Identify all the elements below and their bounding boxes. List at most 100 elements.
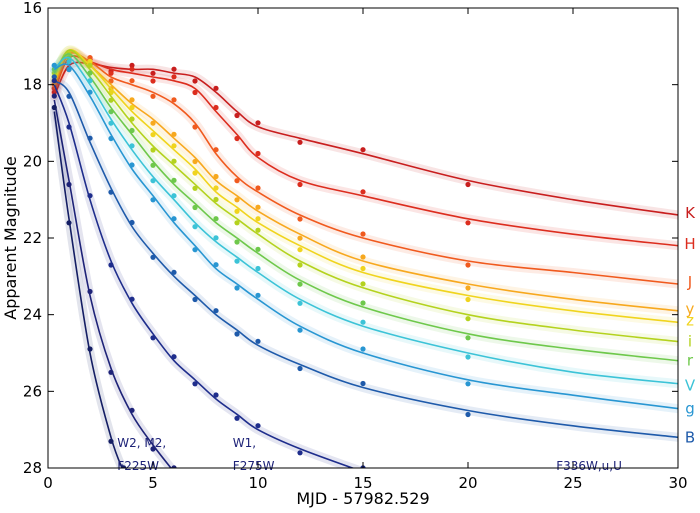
data-point [129, 127, 135, 134]
data-point [171, 158, 177, 164]
data-point [234, 135, 240, 142]
data-point [465, 316, 471, 322]
data-point [213, 147, 219, 153]
data-point [192, 224, 198, 230]
data-point [51, 62, 57, 68]
y-tick-label: 28 [23, 459, 42, 477]
data-point [255, 265, 261, 272]
data-point [129, 296, 135, 302]
data-point [213, 104, 219, 111]
data-point [129, 78, 135, 84]
data-point [234, 415, 240, 421]
data-point [108, 189, 114, 195]
data-point [297, 262, 303, 268]
data-point [87, 288, 93, 295]
data-point [234, 208, 240, 214]
data-point [255, 227, 261, 233]
series-label-b: B [685, 428, 695, 446]
data-point [297, 181, 303, 188]
data-point [171, 216, 177, 222]
data-point [129, 219, 135, 226]
data-point [465, 354, 471, 360]
series-label-i: i [688, 333, 692, 351]
data-point [108, 97, 114, 103]
data-point [51, 104, 57, 111]
data-point [129, 407, 135, 413]
data-point [234, 197, 240, 203]
data-point [297, 235, 303, 241]
data-point [192, 381, 198, 387]
x-tick-label: 15 [353, 474, 372, 492]
data-point [297, 450, 303, 456]
data-point [87, 193, 93, 199]
data-point [213, 196, 219, 203]
data-point [129, 143, 135, 149]
data-point [66, 59, 72, 65]
x-axis-label: MJD - 57982.529 [296, 489, 429, 508]
data-point [360, 254, 366, 260]
series-label-g: g [685, 400, 695, 418]
data-point [129, 104, 135, 111]
data-point [150, 335, 156, 341]
y-tick-label: 18 [23, 76, 42, 94]
data-point [87, 70, 93, 76]
data-point [465, 381, 471, 387]
data-point [255, 120, 261, 126]
x-tick-label: 25 [563, 474, 582, 492]
x-tick-label: 30 [668, 474, 687, 492]
data-point [87, 58, 93, 65]
data-point [465, 296, 471, 303]
series-label-v: V [685, 377, 696, 395]
data-point [255, 216, 261, 222]
data-point [150, 132, 156, 138]
data-point [66, 124, 72, 130]
data-point [255, 246, 261, 252]
series-label-j: J [687, 273, 692, 291]
data-point [150, 178, 156, 184]
data-point [51, 93, 57, 99]
data-point [171, 74, 177, 80]
series-line-r [53, 53, 678, 362]
data-point [234, 285, 240, 291]
data-point [360, 147, 366, 153]
data-point [297, 300, 303, 306]
y-axis: 16 18 20 22 24 26 28 [23, 0, 678, 477]
data-point [108, 135, 114, 142]
series-line-f336w-u-u [53, 84, 355, 468]
data-point [66, 66, 72, 73]
data-point [108, 78, 114, 84]
series-line-v [53, 56, 678, 385]
data-point [297, 281, 303, 287]
data-point [192, 204, 198, 211]
data-point [108, 109, 114, 115]
data-point [297, 247, 303, 253]
annotation-label: F275W [233, 459, 275, 473]
data-point [234, 331, 240, 337]
data-point [108, 438, 114, 444]
data-point [150, 78, 156, 84]
data-point [192, 158, 198, 165]
data-point [171, 465, 177, 468]
data-point [234, 239, 240, 245]
data-point [465, 335, 471, 341]
data-point [465, 181, 471, 188]
series-line-y [53, 50, 678, 312]
series-label-z: z [686, 311, 694, 329]
data-point [234, 112, 240, 119]
data-point [465, 285, 471, 291]
data-point [234, 220, 240, 226]
data-point [129, 97, 135, 103]
data-point [129, 62, 135, 68]
x-tick-label: 5 [148, 474, 158, 492]
data-point [171, 177, 177, 183]
data-point [297, 139, 303, 145]
series-label-k: K [685, 204, 696, 222]
data-point [192, 247, 198, 253]
series-label-h: H [684, 235, 695, 253]
data-point [171, 66, 177, 72]
series-h [49, 51, 678, 251]
data-point [465, 262, 471, 268]
data-point [360, 380, 366, 387]
data-point [150, 162, 156, 168]
data-point [129, 116, 135, 122]
